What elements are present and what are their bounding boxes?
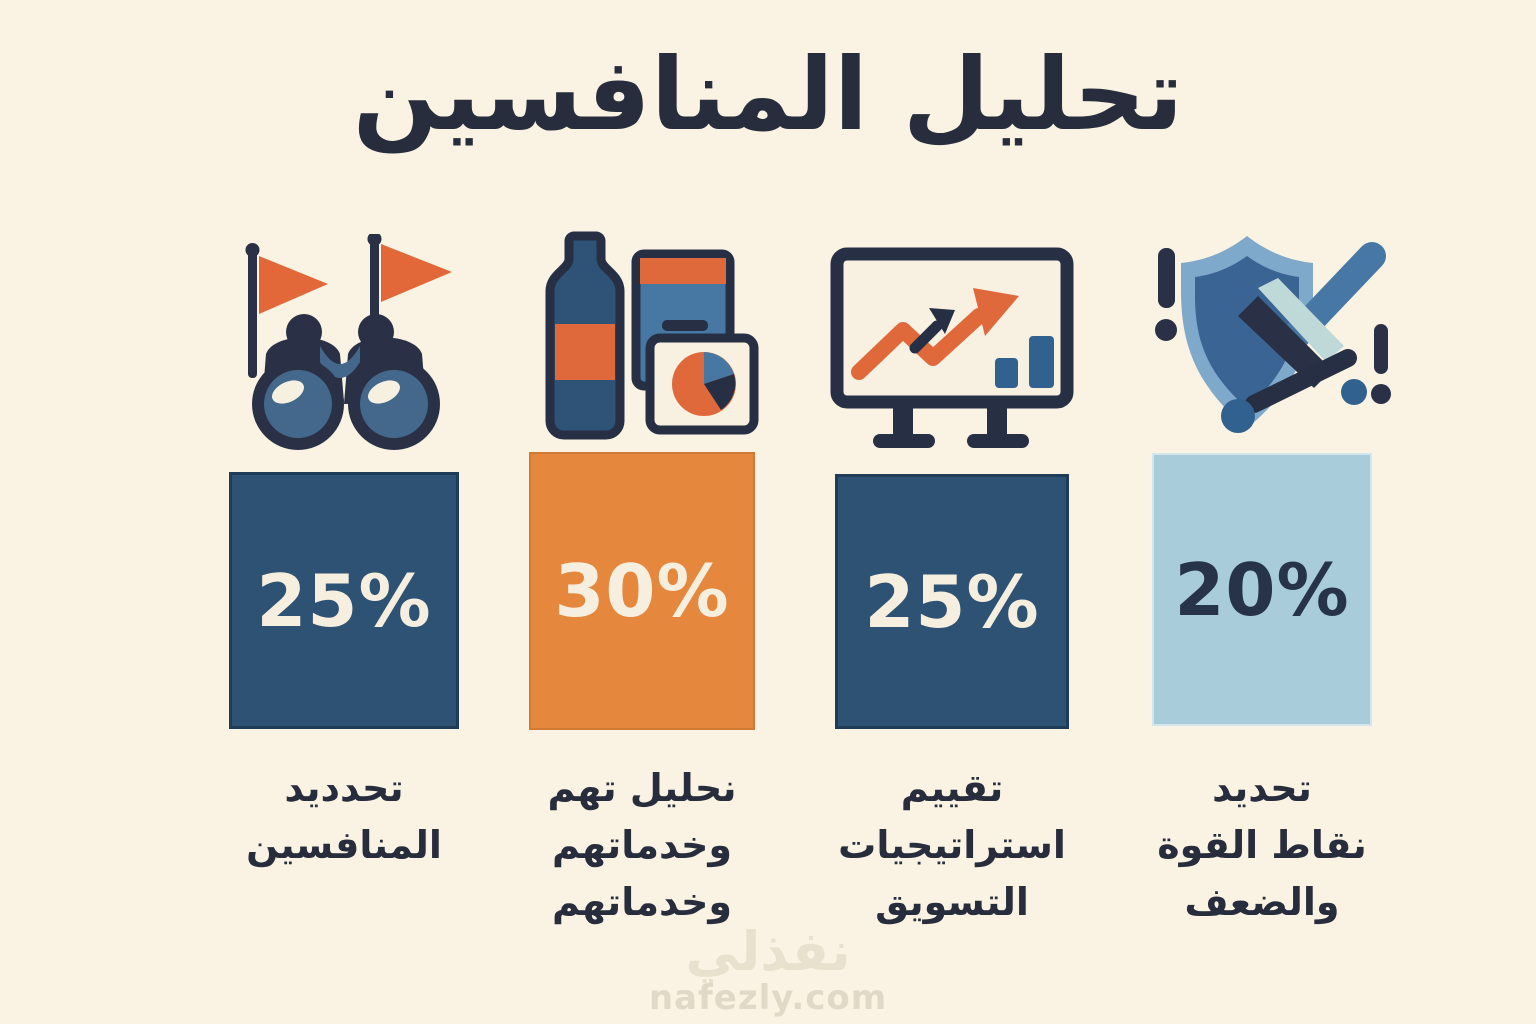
label-line: التسويق bbox=[875, 880, 1029, 924]
column-strengths-weaknesses: 20% تحديد نقاط القوة والضعف bbox=[1112, 0, 1412, 1024]
percent-value: 20% bbox=[1174, 547, 1350, 632]
percent-block: 25% bbox=[835, 474, 1069, 729]
label-line: استراتيجيات bbox=[838, 823, 1066, 867]
label-line: نحليل تهم bbox=[547, 766, 737, 810]
watermark-site-url: nafezly.com bbox=[648, 978, 888, 1018]
label-line: تقييم bbox=[900, 766, 1004, 810]
page-title: تحليل المنافسين bbox=[352, 36, 1184, 153]
column-label: تحدديد المنافسين bbox=[194, 760, 494, 874]
label-line: والضعف bbox=[1184, 880, 1340, 924]
watermark-logo: نفذلي bbox=[685, 920, 851, 983]
monitor-growth-chart-icon bbox=[827, 246, 1077, 458]
percent-block: 25% bbox=[229, 472, 459, 729]
column-label: نحليل تهم وخدماتهم وخدماتهم bbox=[492, 760, 792, 931]
percent-block: 20% bbox=[1152, 453, 1372, 726]
percent-value: 25% bbox=[256, 558, 432, 643]
binoculars-flags-icon bbox=[224, 232, 464, 470]
label-line: المنافسين bbox=[246, 823, 442, 867]
label-line: تحدديد bbox=[284, 766, 404, 810]
products-box-pie-icon bbox=[524, 228, 760, 460]
column-label: تحديد نقاط القوة والضعف bbox=[1112, 760, 1412, 931]
percent-value: 30% bbox=[554, 549, 730, 633]
column-label: تقييم استراتيجيات التسويق bbox=[802, 760, 1102, 931]
label-line: تحديد bbox=[1212, 766, 1312, 810]
label-line: وخدماتهم bbox=[552, 880, 732, 924]
column-identify-competitors: 25% تحدديد المنافسين bbox=[194, 0, 494, 1024]
column-evaluate-marketing-strategies: 25% تقييم استراتيجيات التسويق bbox=[802, 0, 1102, 1024]
label-line: وخدماتهم bbox=[552, 823, 732, 867]
column-analyze-products-services: 30% نحليل تهم وخدماتهم وخدماتهم bbox=[492, 0, 792, 1024]
shield-sword-icon bbox=[1132, 232, 1392, 442]
percent-value: 25% bbox=[864, 559, 1040, 644]
percent-block: 30% bbox=[529, 452, 755, 730]
label-line: نقاط القوة bbox=[1157, 823, 1367, 867]
